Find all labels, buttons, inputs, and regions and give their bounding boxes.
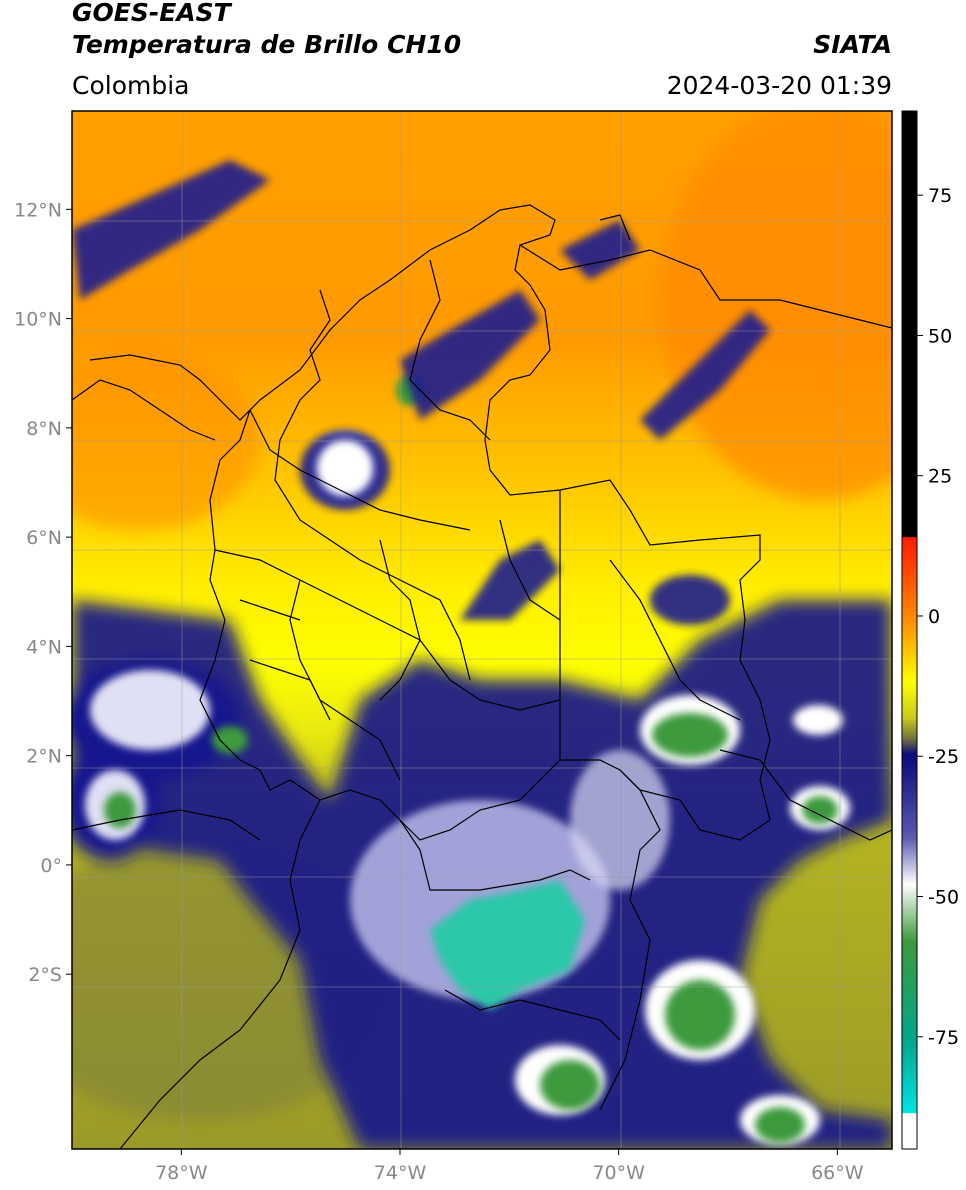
lon-tick-label: 70°W (592, 1162, 645, 1184)
lat-tick-label: 12°N (14, 199, 62, 221)
lat-tick-label: 0° (40, 855, 62, 877)
lat-axis: 12°N 10°N 8°N 6°N 4°N 2°N 0° 2°S (14, 199, 72, 986)
lat-tick-label: 8°N (26, 418, 62, 440)
borders (72, 204, 892, 1149)
colorbar-axis: 75 50 25 0 -25 -50 -75 (917, 185, 959, 1049)
lon-tick-label: 66°W (811, 1162, 864, 1184)
colorbar-tick-label: 75 (928, 185, 952, 207)
lon-tick-label: 78°W (155, 1162, 208, 1184)
map-frame (71, 110, 893, 1150)
lon-axis: 78°W 74°W 70°W 66°W (155, 1149, 864, 1184)
product-title: Temperatura de Brillo CH10 (72, 30, 462, 59)
colorbar-tick-label: -50 (928, 887, 959, 909)
colorbar-tick-label: -25 (928, 746, 959, 768)
lon-tick-label: 74°W (374, 1162, 427, 1184)
lat-tick-label: 2°S (28, 964, 62, 986)
timestamp-label: 2024-03-20 01:39 (666, 71, 892, 100)
lat-tick-label: 4°N (26, 636, 62, 658)
lat-tick-label: 6°N (26, 527, 62, 549)
map-panel (72, 111, 892, 1149)
organization-label: SIATA (813, 30, 892, 59)
graticule (72, 111, 892, 1149)
colorbar-tick-label: 0 (928, 606, 940, 628)
lat-tick-label: 2°N (26, 746, 62, 768)
region-label: Colombia (72, 71, 190, 100)
lat-tick-label: 10°N (14, 309, 62, 331)
colorbar-tick-label: -75 (928, 1027, 959, 1049)
colorbar-tick-label: 25 (928, 466, 952, 488)
colorbar (901, 110, 918, 1150)
satellite-title: GOES-EAST (72, 0, 231, 27)
colorbar-tick-label: 50 (928, 325, 952, 347)
